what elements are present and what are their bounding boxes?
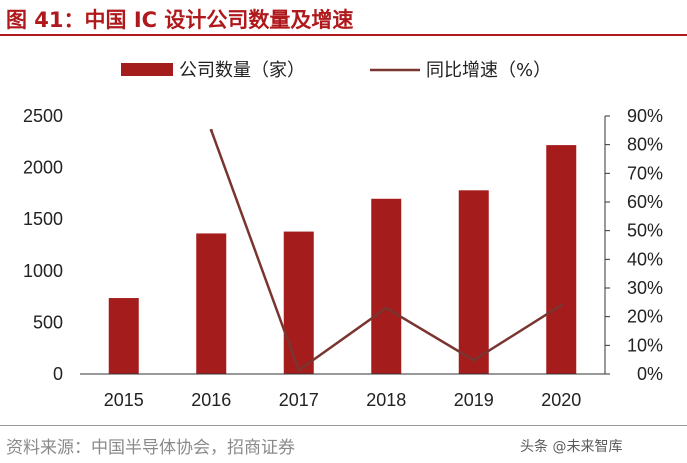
figure-title: 图 41：中国 IC 设计公司数量及增速	[6, 8, 354, 32]
x-tick-label: 2020	[541, 390, 581, 410]
y-left-tick-label: 1500	[23, 209, 63, 229]
bar-2016	[196, 233, 227, 374]
growth-point-2020	[559, 303, 563, 307]
bar-2020	[546, 145, 577, 374]
x-tick-label: 2018	[366, 390, 406, 410]
x-tick-label: 2016	[191, 390, 231, 410]
y-right-tick-label: 30%	[627, 278, 663, 298]
y-left-tick-label: 1000	[23, 261, 63, 281]
bar-2019	[458, 190, 489, 374]
y-right-tick-label: 20%	[627, 307, 663, 327]
bar-2015	[108, 298, 139, 374]
y-left-tick-label: 2000	[23, 158, 63, 178]
y-right-tick-label: 90%	[627, 106, 663, 126]
y-right-tick-label: 50%	[627, 221, 663, 241]
legend-swatch-bar	[121, 63, 173, 76]
growth-point-2018	[384, 306, 388, 310]
legend-label-line: 同比增速（%）	[426, 60, 551, 81]
y-right-tick-label: 40%	[627, 249, 663, 269]
y-right-tick-label: 10%	[627, 335, 663, 355]
y-right-tick-label: 70%	[627, 163, 663, 183]
y-left-tick-label: 500	[33, 312, 63, 332]
x-tick-label: 2017	[279, 390, 319, 410]
growth-point-2017	[297, 368, 301, 372]
bar-2018	[371, 198, 402, 374]
title-divider	[0, 34, 687, 36]
y-left-tick-label: 2500	[23, 106, 63, 126]
growth-point-2016	[209, 128, 213, 132]
y-right-tick-label: 0%	[637, 364, 663, 384]
watermark: 头条 @未来智库	[520, 439, 623, 455]
y-right-tick-label: 60%	[627, 192, 663, 212]
y-left-tick-label: 0	[53, 364, 63, 384]
title-bar: 图 41：中国 IC 设计公司数量及增速	[0, 0, 687, 36]
source-note: 资料来源：中国半导体协会，招商证券	[6, 438, 295, 458]
y-right-tick-label: 80%	[627, 135, 663, 155]
footer-divider	[0, 425, 687, 426]
growth-point-2019	[472, 358, 476, 362]
x-tick-label: 2019	[454, 390, 494, 410]
legend-label-bar: 公司数量（家）	[179, 60, 305, 81]
bar-2017	[283, 231, 314, 374]
x-tick-label: 2015	[104, 390, 144, 410]
